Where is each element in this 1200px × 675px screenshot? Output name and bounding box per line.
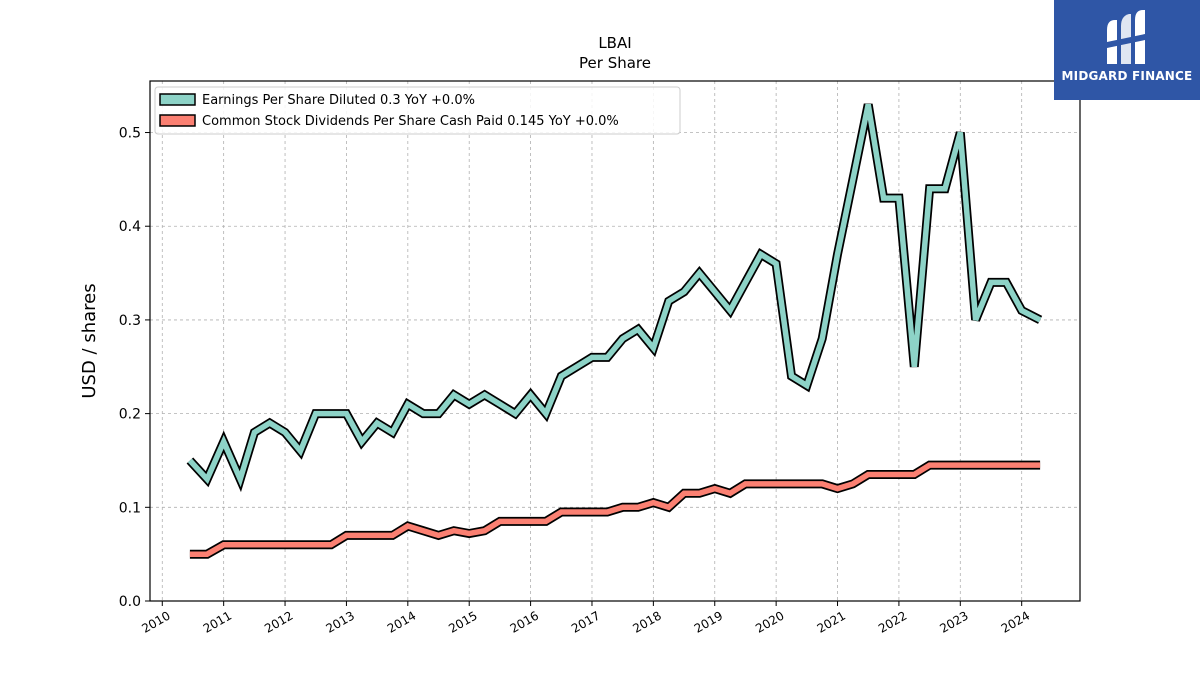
series-layer xyxy=(186,103,1043,559)
x-tick-label: 2020 xyxy=(753,608,786,635)
y-axis-label: USD / shares xyxy=(79,283,100,398)
legend-swatch-dividends xyxy=(159,114,196,127)
x-tick-label: 2011 xyxy=(201,608,234,635)
chart-subtitle: Per Share xyxy=(579,54,651,72)
x-tick-label: 2016 xyxy=(508,608,541,635)
midgard-logo-icon xyxy=(1107,10,1145,64)
series-line-outline-eps xyxy=(186,103,1043,493)
brand-name: MIDGARD FINANCE xyxy=(1061,69,1193,83)
legend-swatch-eps xyxy=(159,93,196,106)
legend-item-dividends: Common Stock Dividends Per Share Cash Pa… xyxy=(159,114,619,129)
x-tick-label: 2018 xyxy=(630,608,663,635)
y-tick-label: 0.1 xyxy=(119,500,141,516)
x-tick-label: 2013 xyxy=(323,608,356,635)
series-line-dividends xyxy=(189,462,1041,557)
x-tick-label: 2014 xyxy=(385,608,418,635)
x-tick-label: 2021 xyxy=(815,608,848,635)
y-tick-label: 0.2 xyxy=(119,407,141,423)
y-tick-label: 0.0 xyxy=(119,594,141,610)
series-line-eps xyxy=(187,103,1042,488)
x-axis: 2010 2011 2012 2013 2014 2015 2016 2017 2018 2019… xyxy=(139,601,1032,636)
y-axis: 0.0 0.1 0.2 0.3 0.4 0.5 xyxy=(119,126,150,610)
x-tick-label: 2012 xyxy=(262,608,295,635)
y-tick-label: 0.4 xyxy=(119,219,141,235)
legend-box xyxy=(154,86,681,135)
x-tick-label: 2019 xyxy=(692,608,725,635)
plot-frame xyxy=(149,80,1081,602)
x-tick-label: 2024 xyxy=(999,608,1032,635)
legend-item-eps: Earnings Per Share Diluted 0.3 YoY +0.0% xyxy=(159,93,475,108)
legend-label-eps: Earnings Per Share Diluted 0.3 YoY +0.0% xyxy=(202,93,475,108)
legend-label-dividends: Common Stock Dividends Per Share Cash Pa… xyxy=(202,114,619,129)
x-tick-label: 2023 xyxy=(937,608,970,635)
y-tick-label: 0.5 xyxy=(119,126,141,142)
y-tick-label: 0.3 xyxy=(119,313,141,329)
chart-title: LBAI xyxy=(598,34,631,52)
x-tick-label: 2017 xyxy=(569,608,602,635)
x-tick-label: 2022 xyxy=(876,608,909,635)
x-tick-label: 2015 xyxy=(446,608,479,635)
brand-logo: MIDGARD FINANCE xyxy=(1054,0,1200,100)
legend: Earnings Per Share Diluted 0.3 YoY +0.0%… xyxy=(154,86,681,135)
x-tick-label: 2010 xyxy=(139,608,172,635)
